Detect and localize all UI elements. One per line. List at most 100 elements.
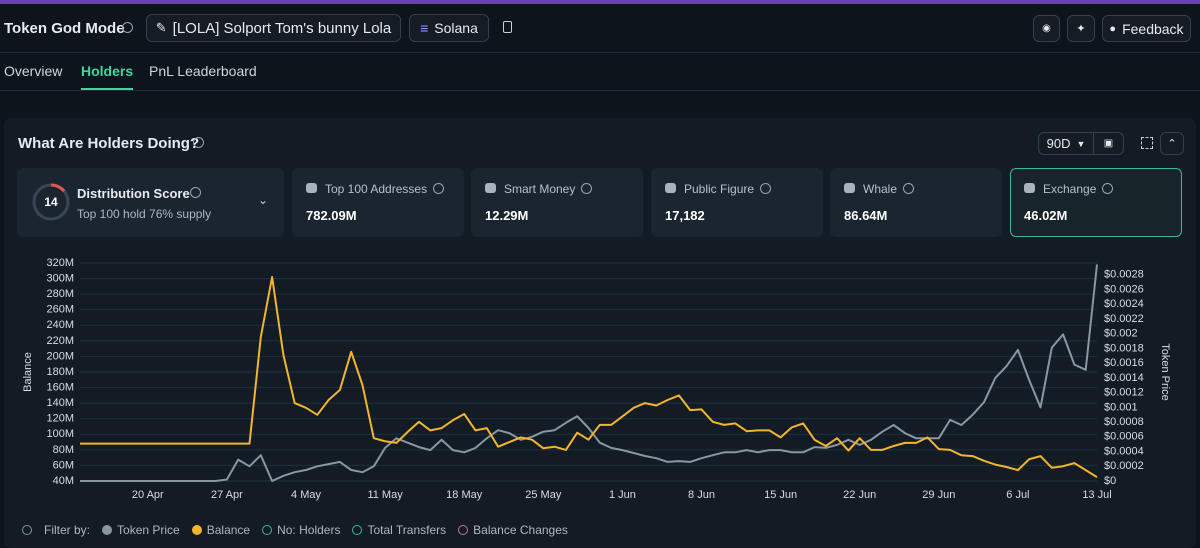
legend-item[interactable]: Total Transfers <box>352 523 446 537</box>
legend-label: No: Holders <box>277 523 341 537</box>
score-value: 14 <box>44 195 58 209</box>
stat-value: 46.02M <box>1024 208 1068 223</box>
tab-underline <box>81 88 133 90</box>
x-tick-label: 15 Jun <box>764 489 797 501</box>
stat-label: Smart Money <box>504 182 576 196</box>
legend-label: Token Price <box>117 523 180 537</box>
y-tick-label: 160M <box>46 381 74 393</box>
x-tick-label: 20 Apr <box>132 489 164 501</box>
copy-icon[interactable] <box>503 21 512 33</box>
distribution-card[interactable]: 14 Distribution Score Top 100 hold 76% s… <box>17 168 284 237</box>
y-tick-label: 140M <box>46 397 74 409</box>
collapse-button[interactable]: ⌃ <box>1160 132 1184 155</box>
score-ring: 14 <box>32 183 70 221</box>
x-tick-label: 4 May <box>291 489 321 501</box>
legend-swatch <box>102 525 113 535</box>
card-title: What Are Holders Doing? <box>18 135 200 152</box>
score-label: Distribution Score <box>77 186 190 201</box>
stat-icon <box>306 183 317 193</box>
info-icon[interactable] <box>581 183 592 194</box>
divider <box>0 52 1200 53</box>
y-tick-label: 240M <box>46 319 74 331</box>
y2-tick-label: $0.0006 <box>1104 431 1144 443</box>
tab[interactable]: PnL Leaderboard <box>149 63 257 79</box>
filter-label: Filter by: <box>44 523 91 537</box>
stat-value: 782.09M <box>306 208 357 223</box>
y2-tick-label: $0.0012 <box>1104 387 1144 399</box>
y-tick-label: 300M <box>46 272 74 284</box>
legend-swatch <box>262 525 273 535</box>
y-tick-label: 220M <box>46 335 74 347</box>
x-tick-label: 27 Apr <box>211 489 243 501</box>
y-tick-label: 200M <box>46 350 74 362</box>
expand-button[interactable] <box>1141 137 1153 149</box>
info-icon[interactable] <box>193 137 204 148</box>
y-tick-label: 60M <box>53 459 74 471</box>
series-line <box>80 276 1098 478</box>
y-tick-label: 40M <box>53 475 74 487</box>
stat-icon <box>665 183 676 193</box>
stat-label: Top 100 Addresses <box>325 182 428 196</box>
watch-button[interactable]: ◉ <box>1033 15 1060 42</box>
range-label: 90D <box>1046 136 1071 151</box>
y2-tick-label: $0.0016 <box>1104 357 1144 369</box>
info-icon[interactable] <box>760 183 771 194</box>
info-icon[interactable] <box>122 22 133 33</box>
info-icon[interactable] <box>1102 183 1113 194</box>
stat-icon <box>1024 183 1035 193</box>
pin-button[interactable]: ✦ <box>1067 15 1095 42</box>
y2-tick-label: $0 <box>1104 475 1116 487</box>
legend-label: Balance Changes <box>473 523 568 537</box>
stat-card[interactable]: Smart Money 12.29M <box>471 168 643 237</box>
chain-selector[interactable]: ≡ Solana <box>409 14 489 42</box>
token-selector[interactable]: ✎ [LOLA] Solport Tom's bunny Lola <box>146 14 401 42</box>
score-note: Top 100 hold 76% supply <box>77 207 212 221</box>
y-tick-label: 80M <box>53 444 74 456</box>
feedback-button[interactable]: ● Feedback <box>1102 15 1191 42</box>
info-icon[interactable] <box>433 183 444 194</box>
legend-item[interactable]: No: Holders <box>262 523 340 537</box>
stat-icon <box>485 183 496 193</box>
legend-label: Total Transfers <box>367 523 447 537</box>
y-tick-label: 320M <box>46 257 74 269</box>
tab[interactable]: Holders <box>81 63 134 79</box>
y2-tick-label: $0.002 <box>1104 328 1138 340</box>
stat-card[interactable]: Whale 86.64M <box>830 168 1002 237</box>
feedback-label: Feedback <box>1122 20 1184 37</box>
legend: Filter by: Token Price Balance No: Holders… <box>22 523 568 537</box>
tab[interactable]: Overview <box>4 63 63 79</box>
legend-item[interactable]: Token Price <box>102 523 180 537</box>
legend-item[interactable]: Balance <box>191 523 251 537</box>
legend-swatch <box>191 525 202 535</box>
x-tick-label: 22 Jun <box>843 489 876 501</box>
y2-tick-label: $0.0026 <box>1104 283 1144 295</box>
y2-tick-label: $0.0022 <box>1104 313 1144 325</box>
stat-icon <box>844 183 855 193</box>
y-tick-label: 180M <box>46 366 74 378</box>
page-title: Token God Mode <box>4 20 125 37</box>
info-icon[interactable] <box>190 187 201 198</box>
stat-value: 86.64M <box>844 208 888 223</box>
x-tick-label: 8 Jun <box>688 489 715 501</box>
stat-card[interactable]: Public Figure 17,182 <box>651 168 823 237</box>
y2-tick-label: $0.0024 <box>1104 298 1144 310</box>
legend-swatch <box>352 525 363 535</box>
y-tick-label: 260M <box>46 304 74 316</box>
top-stripe <box>0 0 1200 4</box>
legend-item[interactable]: Balance Changes <box>458 523 568 537</box>
y2-tick-label: $0.0002 <box>1104 460 1144 472</box>
stat-card[interactable]: Exchange 46.02M <box>1010 168 1182 237</box>
x-tick-label: 13 Jul <box>1082 489 1111 501</box>
chevron: ⌄ <box>258 193 269 207</box>
chain-name: Solana <box>434 20 478 36</box>
stat-label: Whale <box>863 182 898 196</box>
divider <box>0 90 1200 91</box>
stat-card[interactable]: Top 100 Addresses 782.09M <box>292 168 464 237</box>
calendar-button[interactable]: ▣ <box>1093 132 1124 155</box>
y2-axis-title: Token Price <box>1159 343 1171 400</box>
legend-label: Balance <box>206 523 251 537</box>
y2-tick-label: $0.0018 <box>1104 342 1144 354</box>
info-icon[interactable] <box>903 183 914 194</box>
